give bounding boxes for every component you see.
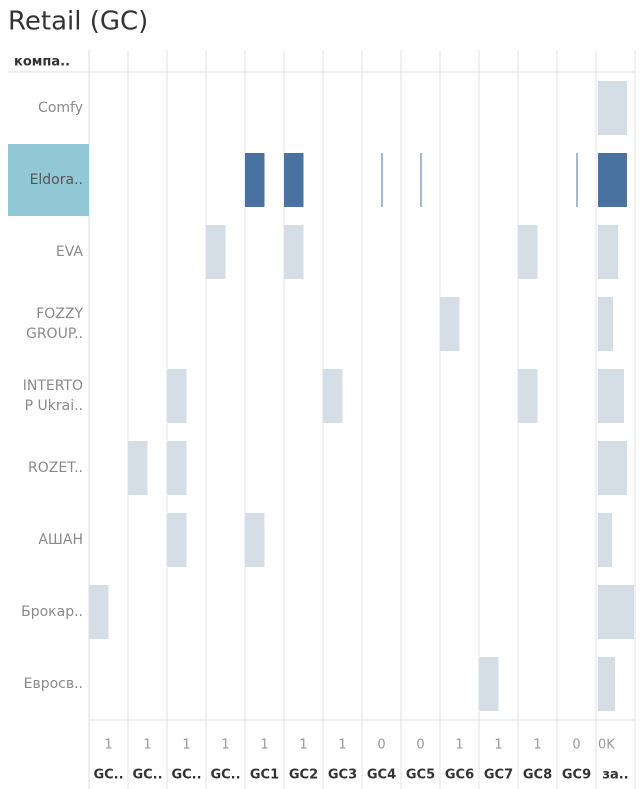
- column-header: GC..: [93, 768, 123, 783]
- column-header: GC3: [328, 768, 357, 783]
- bar: [440, 297, 460, 351]
- bar: [598, 297, 613, 351]
- x-tick-label: 1: [260, 738, 268, 753]
- x-tick-label: 1: [494, 738, 502, 753]
- row-label: АШАН: [38, 532, 83, 548]
- bar: [598, 585, 634, 639]
- bar: [598, 153, 627, 207]
- bar: [598, 657, 615, 711]
- column-header: GC6: [445, 768, 474, 783]
- column-header: GC2: [289, 768, 318, 783]
- bar: [598, 513, 612, 567]
- row-label: FOZZY: [36, 306, 83, 322]
- column-header: GC1: [250, 768, 279, 783]
- row-label: GROUP..: [26, 326, 83, 342]
- row-label: INTERTO: [23, 378, 83, 394]
- bar: [167, 513, 187, 567]
- bar: [206, 225, 226, 279]
- x-tick-label: 1: [299, 738, 307, 753]
- bar: [420, 153, 422, 207]
- x-tick-label: 1: [182, 738, 190, 753]
- chart-title: Retail (GC): [8, 7, 148, 37]
- column-header: GC..: [132, 768, 162, 783]
- bar: [128, 441, 148, 495]
- column-header: GC8: [523, 768, 552, 783]
- bar: [323, 369, 343, 423]
- x-tick-label: 1: [143, 738, 151, 753]
- x-tick-label: 0: [377, 738, 385, 753]
- column-header: GC..: [210, 768, 240, 783]
- column-header: GC7: [484, 768, 513, 783]
- x-tick-label: 1: [104, 738, 112, 753]
- selected-row-label: [8, 144, 89, 216]
- bar: [245, 153, 265, 207]
- bar: [167, 369, 187, 423]
- x-tick-label: 0: [416, 738, 424, 753]
- bar: [479, 657, 499, 711]
- bar: [245, 513, 265, 567]
- row-header: компа..: [14, 55, 70, 70]
- bar: [284, 225, 304, 279]
- x-tick-label: 0K: [598, 738, 615, 753]
- bar: [598, 81, 627, 135]
- x-tick-label: 1: [338, 738, 346, 753]
- bar: [518, 369, 538, 423]
- x-tick-label: 1: [455, 738, 463, 753]
- row-label: Брокар..: [21, 604, 83, 620]
- bar: [598, 225, 618, 279]
- row-label: Eldora..: [30, 172, 83, 188]
- row-label: P Ukrai..: [25, 398, 83, 414]
- column-header: GC9: [562, 768, 591, 783]
- bar: [518, 225, 538, 279]
- column-header: GC4: [367, 768, 396, 783]
- column-header: GC5: [406, 768, 435, 783]
- bar: [89, 585, 109, 639]
- x-tick-label: 0: [572, 738, 580, 753]
- bar: [284, 153, 304, 207]
- bar: [598, 369, 624, 423]
- row-label: Евросв..: [24, 676, 83, 692]
- bar: [576, 153, 578, 207]
- bar: [598, 441, 627, 495]
- row-label: EVA: [56, 244, 84, 260]
- row-label: ROZET..: [28, 460, 83, 476]
- x-tick-label: 1: [533, 738, 541, 753]
- row-label: Comfy: [38, 100, 83, 116]
- bar: [381, 153, 383, 207]
- column-header: GC..: [171, 768, 201, 783]
- x-tick-label: 1: [221, 738, 229, 753]
- bar: [167, 441, 187, 495]
- column-header: за..: [602, 768, 628, 783]
